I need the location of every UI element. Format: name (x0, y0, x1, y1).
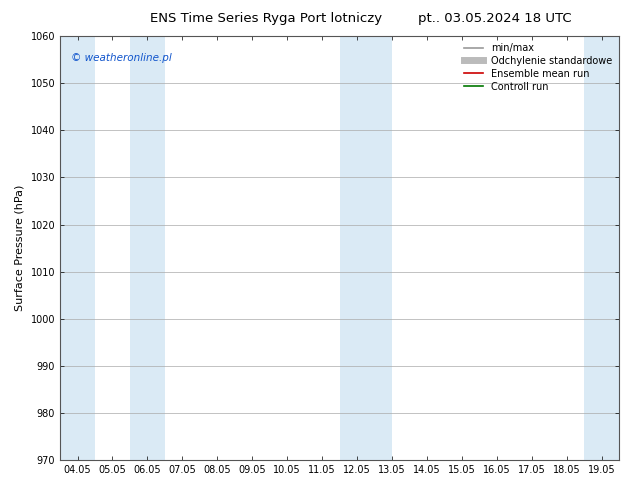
Text: pt.. 03.05.2024 18 UTC: pt.. 03.05.2024 18 UTC (418, 12, 571, 25)
Bar (130, 36, 165, 460)
Bar (340, 36, 392, 460)
Text: ENS Time Series Ryga Port lotniczy: ENS Time Series Ryga Port lotniczy (150, 12, 382, 25)
Bar (584, 36, 619, 460)
Text: © weatheronline.pl: © weatheronline.pl (71, 53, 172, 63)
Y-axis label: Surface Pressure (hPa): Surface Pressure (hPa) (15, 185, 25, 311)
Bar (60, 36, 95, 460)
Legend: min/max, Odchylenie standardowe, Ensemble mean run, Controll run: min/max, Odchylenie standardowe, Ensembl… (460, 39, 616, 96)
